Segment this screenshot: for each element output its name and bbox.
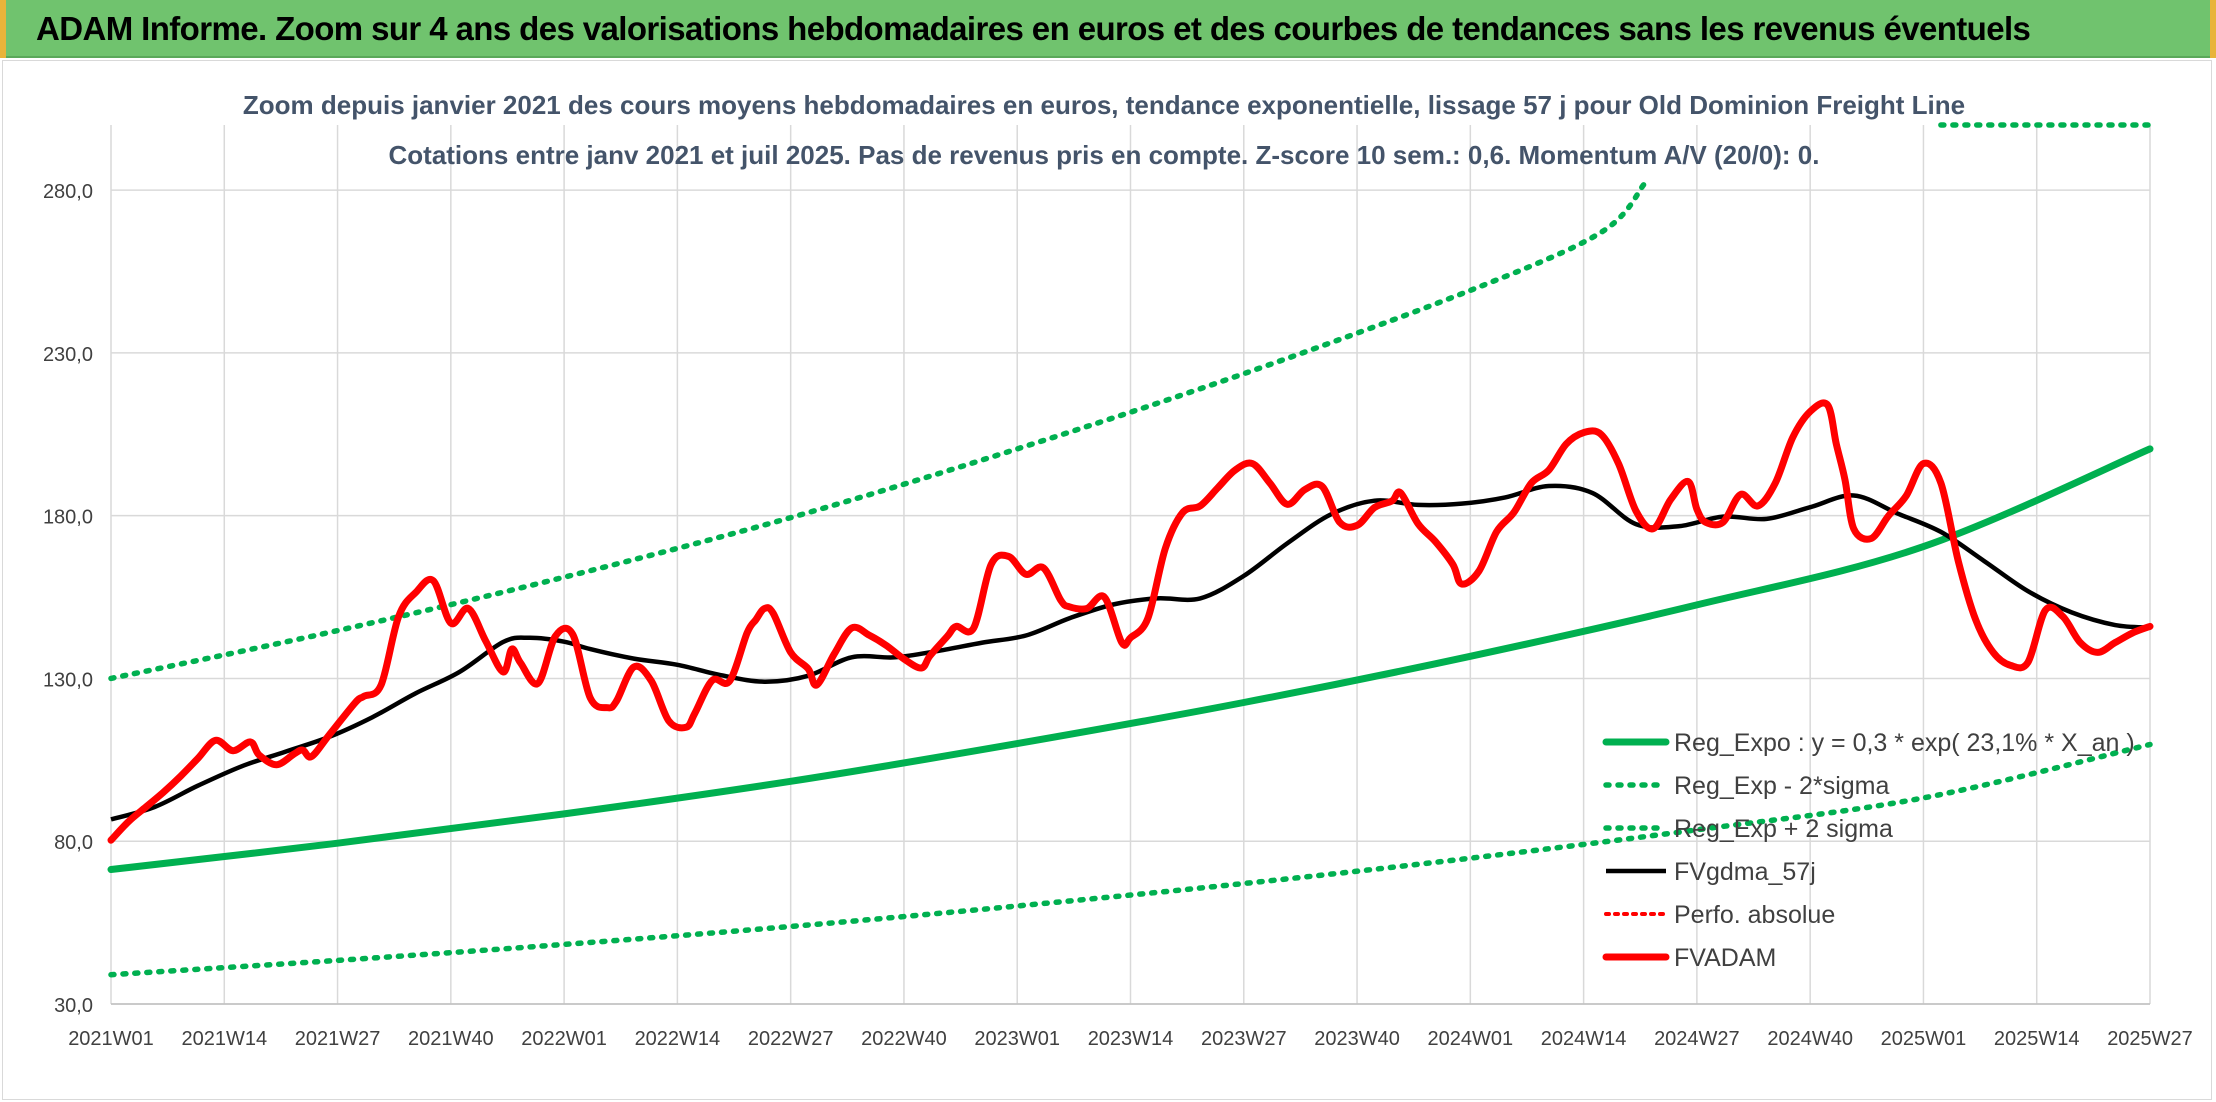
- series-fvadam-line: [107, 399, 2154, 844]
- x-tick-label: 2023W27: [1201, 1028, 1287, 1050]
- x-axis-tick-labels: 2021W01 2021W14 2021W27 2021W40 2022W01 2022W…: [68, 1028, 2193, 1050]
- x-tick-label: 2023W14: [1088, 1028, 1174, 1050]
- series-reg-band-line: [108, 180, 1648, 682]
- legend-label: Perfo. absolue: [1674, 901, 1835, 929]
- legend: Reg_Expo : y = 0,3 * exp( 23,1% * X_an )…: [1602, 729, 2135, 972]
- x-tick-label: 2024W40: [1767, 1028, 1853, 1050]
- chart-frame: [2, 60, 2212, 1100]
- x-tick-label: 2022W27: [748, 1028, 834, 1050]
- x-tick-label: 2021W27: [295, 1028, 381, 1050]
- legend-label: Reg_Exp - 2*sigma: [1674, 772, 1889, 800]
- x-tick-label: 2022W40: [861, 1028, 947, 1050]
- y-tick-label: 180,0: [43, 507, 93, 529]
- x-tick-label: 2023W01: [974, 1028, 1060, 1050]
- y-tick-label: 80,0: [54, 832, 93, 854]
- y-tick-label: 230,0: [43, 344, 93, 366]
- x-tick-label: 2021W40: [408, 1028, 494, 1050]
- report-banner: ADAM Informe. Zoom sur 4 ans des valoris…: [0, 0, 2216, 58]
- legend-label: FVgdma_57j: [1674, 858, 1816, 886]
- x-tick-label: 2025W14: [1994, 1028, 2080, 1050]
- chart-subtitle: Cotations entre janv 2021 et juil 2025. …: [389, 140, 1820, 170]
- y-tick-label: 130,0: [43, 669, 93, 691]
- x-tick-label: 2024W27: [1654, 1028, 1740, 1050]
- banner-accent-right: [2210, 0, 2216, 58]
- legend-label: Reg_Expo : y = 0,3 * exp( 23,1% * X_an ): [1674, 729, 2135, 757]
- x-tick-label: 2024W14: [1541, 1028, 1627, 1050]
- x-tick-label: 2024W01: [1428, 1028, 1514, 1050]
- y-tick-label: 280,0: [43, 181, 93, 203]
- x-tick-label: 2021W14: [181, 1028, 267, 1050]
- chart-title: Zoom depuis janvier 2021 des cours moyen…: [243, 90, 1965, 120]
- y-axis-tick-labels: 30,0 80,0 130,0 180,0 230,0 280,0: [43, 181, 93, 1017]
- x-tick-label: 2022W01: [521, 1028, 607, 1050]
- series-reg-expo-line: [107, 445, 2154, 873]
- y-tick-label: 30,0: [54, 995, 93, 1017]
- x-tick-label: 2022W14: [635, 1028, 721, 1050]
- legend-label: FVADAM: [1674, 944, 1776, 972]
- x-tick-label: 2025W01: [1881, 1028, 1967, 1050]
- legend-label: Reg_Exp + 2 sigma: [1674, 815, 1893, 843]
- x-tick-label: 2025W27: [2107, 1028, 2193, 1050]
- grid: [110, 125, 2151, 1005]
- series-fvgdma-line: [110, 483, 2151, 822]
- series-reg-band-line: [108, 741, 2153, 978]
- x-tick-label: 2023W40: [1314, 1028, 1400, 1050]
- x-tick-label: 2021W01: [68, 1028, 154, 1050]
- banner-accent-left: [0, 0, 6, 58]
- report-title: ADAM Informe. Zoom sur 4 ans des valoris…: [36, 10, 2031, 47]
- series-layer: [107, 122, 2154, 978]
